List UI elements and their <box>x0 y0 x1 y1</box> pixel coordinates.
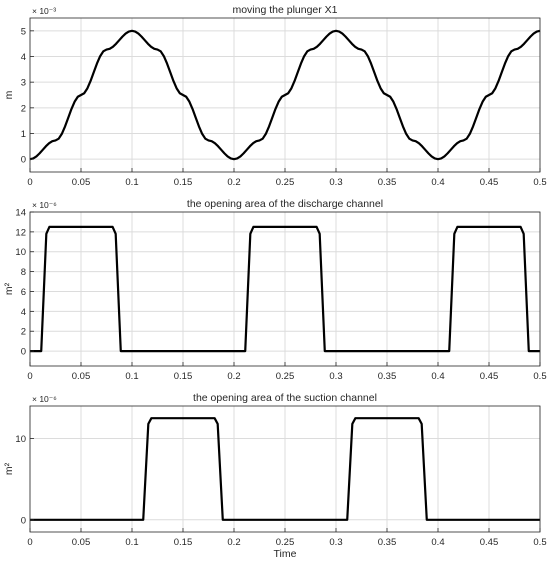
x-tick-label: 0.3 <box>329 537 342 548</box>
y-tick-label: 4 <box>21 52 26 63</box>
subplot-title: the opening area of the discharge channe… <box>187 198 383 210</box>
x-tick-label: 0.05 <box>72 177 91 188</box>
x-tick-label: 0.2 <box>227 371 240 382</box>
x-tick-label: 0.5 <box>533 537 546 548</box>
y-tick-label: 3 <box>21 78 26 89</box>
x-tick-label: 0.5 <box>533 177 546 188</box>
x-tick-label: 0.45 <box>480 371 499 382</box>
x-tick-label: 0.4 <box>431 371 444 382</box>
y-tick-label: 2 <box>21 327 26 338</box>
x-tick-label: 0.25 <box>276 537 295 548</box>
x-tick-label: 0.3 <box>329 177 342 188</box>
x-tick-label: 0.35 <box>378 537 397 548</box>
x-tick-label: 0 <box>27 177 32 188</box>
x-tick-label: 0.4 <box>431 177 444 188</box>
x-tick-label: 0.1 <box>125 177 138 188</box>
x-tick-label: 0.3 <box>329 371 342 382</box>
subplot-title: the opening area of the suction channel <box>193 392 377 404</box>
y-axis-label: m² <box>3 282 15 295</box>
series-line <box>30 225 540 353</box>
y-exponent-label: × 10⁻³ <box>32 6 56 16</box>
x-tick-label: 0.35 <box>378 177 397 188</box>
y-tick-label: 0 <box>21 515 26 526</box>
series-line <box>30 417 540 521</box>
y-tick-label: 12 <box>15 227 26 238</box>
x-tick-label: 0.15 <box>174 177 193 188</box>
x-tick-label: 0 <box>27 537 32 548</box>
y-tick-label: 6 <box>21 287 26 298</box>
subplot-title: moving the plunger X1 <box>232 4 337 16</box>
y-exponent-label: × 10⁻⁶ <box>32 200 57 210</box>
y-tick-label: 5 <box>21 26 26 37</box>
y-axis-label: m² <box>3 462 15 475</box>
x-tick-label: 0.5 <box>533 371 546 382</box>
subplot-1: 0 0.05 0.1 0.15 0.2 0.25 0.3 0.35 0.4 0.45 0.5 0 1 2 3… <box>3 4 547 188</box>
x-tick-label: 0.05 <box>72 371 91 382</box>
x-tick-label: 0.25 <box>276 177 295 188</box>
x-tick-label: 0.35 <box>378 371 397 382</box>
y-tick-label: 8 <box>21 267 26 278</box>
y-exponent-label: × 10⁻⁶ <box>32 394 57 404</box>
x-tick-label: 0.1 <box>125 537 138 548</box>
y-tick-label: 0 <box>21 347 26 358</box>
x-tick-label: 0.2 <box>227 177 240 188</box>
y-tick-label: 4 <box>21 307 26 318</box>
y-tick-label: 14 <box>15 208 26 219</box>
x-tick-label: 0.05 <box>72 537 91 548</box>
x-tick-label: 0 <box>27 371 32 382</box>
subplot-3: 0 0.05 0.1 0.15 0.2 0.25 0.3 0.35 0.4 0.45 0.5 0 10 t… <box>3 392 547 560</box>
x-tick-label: 0.15 <box>174 537 193 548</box>
x-tick-label: 0.15 <box>174 371 193 382</box>
y-axis-label: m <box>3 90 15 99</box>
x-tick-label: 0.2 <box>227 537 240 548</box>
x-tick-label: 0.25 <box>276 371 295 382</box>
y-tick-label: 10 <box>15 434 26 445</box>
x-tick-label: 0.1 <box>125 371 138 382</box>
x-tick-label: 0.4 <box>431 537 444 548</box>
y-tick-label: 1 <box>21 129 26 140</box>
y-tick-label: 10 <box>15 247 26 258</box>
y-tick-label: 0 <box>21 155 26 166</box>
subplot-2: 0 0.05 0.1 0.15 0.2 0.25 0.3 0.35 0.4 0.45 0.5 0 2 4 6… <box>3 198 547 382</box>
y-tick-label: 2 <box>21 103 26 114</box>
x-axis-label: Time <box>274 548 297 560</box>
x-tick-label: 0.45 <box>480 177 499 188</box>
x-tick-label: 0.45 <box>480 537 499 548</box>
series-line <box>29 29 541 161</box>
